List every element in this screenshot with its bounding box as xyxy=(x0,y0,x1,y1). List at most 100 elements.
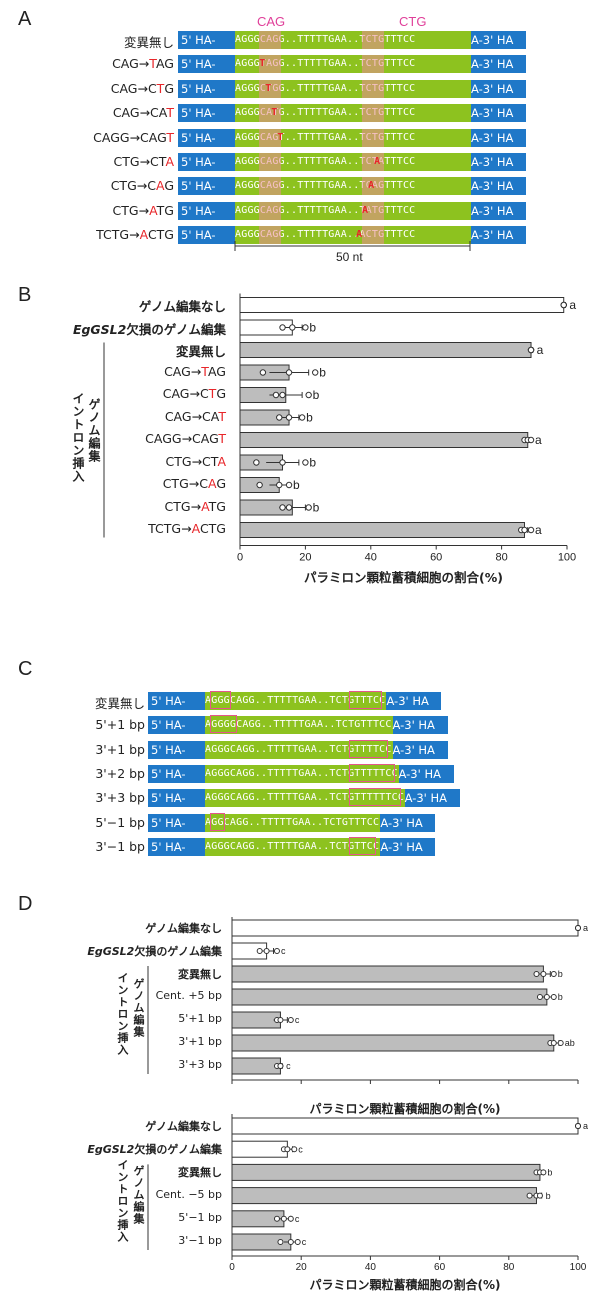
scale-bar-label: 50 nt xyxy=(336,250,363,264)
intron-sequence: AGGCAGG..TTTTTGAA..TCTGTTTCC xyxy=(205,813,381,832)
seq-row: 5' HA- AGGGTAGG..TTTTTGAA..TCTGTTTCC T A-3'… xyxy=(178,55,526,74)
label-text: TCTG→ xyxy=(148,521,192,536)
cag-highlight xyxy=(259,177,282,196)
label-mutation: T xyxy=(149,56,156,72)
label-text: CTG xyxy=(199,521,226,536)
three-prime-box xyxy=(349,788,401,807)
data-point xyxy=(575,1123,581,1129)
label-text: CAGG→CAG xyxy=(93,129,167,145)
bar xyxy=(231,965,544,983)
seq-row: 5' HA- AGGGCAGG..TTTTTGAA..TCTGTTTTTCC A-3… xyxy=(148,763,454,783)
panel-d-letter: D xyxy=(18,893,33,915)
intron-group-label-line1: イントロン挿入 xyxy=(71,392,85,483)
intron-sequence: AGGGCAGT..TTTTTGAA..TCTGTTTCC xyxy=(235,128,471,147)
label-text: TG xyxy=(156,202,174,218)
right-homology-arm: A-3' HA xyxy=(380,837,436,856)
data-point xyxy=(527,346,535,354)
label-text: CAG→ xyxy=(112,56,150,72)
category-label: 変異無し xyxy=(176,341,226,360)
data-point xyxy=(575,925,581,931)
data-point xyxy=(284,1146,291,1153)
category-label: 3'+1 bp xyxy=(178,1035,222,1048)
label-text: G xyxy=(216,386,226,401)
label-text: Cent. +5 bp xyxy=(155,989,222,1003)
seq-row-label: 変異無し xyxy=(94,696,145,711)
three-prime-box xyxy=(349,739,389,758)
data-point xyxy=(259,369,267,376)
cag-highlight xyxy=(259,104,282,123)
ctg-highlight xyxy=(362,201,385,220)
cag-highlight xyxy=(259,31,282,49)
label-mutation: T xyxy=(218,408,226,424)
five-prime-box xyxy=(210,812,226,831)
mutation-marker: A xyxy=(362,204,369,216)
data-point xyxy=(256,481,263,489)
ctg-highlight xyxy=(362,79,385,98)
cag-top-label: CAG xyxy=(257,14,286,29)
data-point xyxy=(527,526,535,534)
right-homology-arm: A-3' HA xyxy=(392,740,448,759)
intron-sequence: AGGGGCAGG..TTTTTGAA..TCTGTTTCC xyxy=(205,716,393,735)
seq-row: 5' HA- AGGGCAGG..TTTTTGAA..TCTGTTTTTTCC A-… xyxy=(148,788,460,808)
data-point xyxy=(285,414,293,421)
ctg-highlight xyxy=(362,153,385,171)
mutation-marker: T xyxy=(259,58,266,70)
label-text: G xyxy=(216,476,226,491)
significance-letter: b xyxy=(558,969,563,979)
right-homology-arm: A-3' HA xyxy=(471,177,526,196)
seq-row: 5' HA- AGGGCAGG..TTTTTGAA..TCTGTTCC A-3' H… xyxy=(148,836,436,856)
right-homology-arm: A-3' HA xyxy=(471,128,526,147)
significance-letter: b xyxy=(293,478,300,492)
significance-letter: c xyxy=(295,1214,300,1224)
left-homology-arm: 5' HA- xyxy=(178,55,238,74)
data-point xyxy=(526,1192,533,1199)
data-point xyxy=(272,391,280,399)
seq-row: 5' HA- AGGGCAGG..TTTTTGAA..TCTGTTTCC A-3' … xyxy=(178,31,526,49)
intron-group-label-line1: イントロン挿入 xyxy=(116,1159,129,1244)
label-mutation: A xyxy=(165,154,174,169)
right-homology-arm: A-3' HA xyxy=(386,692,442,710)
bar xyxy=(231,1117,579,1135)
seq-row-label: 3'+2 bp xyxy=(95,765,145,781)
intron-sequence: AGGGCAGG..TTTTTGAA..TCTGTTTCC xyxy=(205,692,387,710)
cag-highlight xyxy=(259,55,282,74)
data-point xyxy=(536,994,543,1000)
data-point xyxy=(557,1040,564,1046)
label-mutation: A xyxy=(139,227,148,243)
label-text: CAG→ xyxy=(164,363,202,379)
label-text: CAG→C xyxy=(162,386,209,401)
significance-letter: c xyxy=(298,1144,303,1154)
left-homology-arm: 5' HA- xyxy=(178,153,238,171)
significance-letter: a xyxy=(583,1121,588,1131)
mutation-marker: A xyxy=(368,180,375,192)
label-text: ゲノム編集なし xyxy=(145,922,222,936)
intron-sequence: AGGGCAGG..TTTTTGAA..TATGTTTCC xyxy=(235,201,471,220)
seq-row: 5' HA- AGGGCAGG..TTTTTGAA..TCTGTTTTCC A-3'… xyxy=(148,739,448,759)
x-tick-label: 80 xyxy=(503,1262,515,1273)
label-text: AG xyxy=(207,363,226,379)
significance-letter: a xyxy=(569,298,576,312)
intron-sequence: AGGGCAGG..TTTTTGAA..TCTGTTTTTTCC xyxy=(205,789,405,808)
ctg-highlight xyxy=(362,177,385,196)
label-text: CAGG→CAG xyxy=(145,431,219,446)
category-label: 5'−1 bp xyxy=(178,1211,222,1224)
three-prime-box xyxy=(349,691,383,709)
data-point xyxy=(277,1239,284,1245)
label-text: CAG→CA xyxy=(112,105,167,121)
data-point xyxy=(279,324,286,331)
right-homology-arm: A-3' HA xyxy=(471,104,526,123)
label-mutation: T xyxy=(208,386,217,401)
right-homology-arm: A-3' HA xyxy=(471,79,526,98)
seq-row-label: CAG→TAG xyxy=(112,56,174,71)
label-text: CTG→ xyxy=(112,202,150,218)
x-axis-title: パラミロン顆粒蓄積細胞の割合(%) xyxy=(304,569,503,585)
category-label: Cent. −5 bp xyxy=(156,1188,222,1201)
left-homology-arm: 5' HA- xyxy=(178,104,238,123)
data-point xyxy=(305,504,312,511)
category-label: TCTG→ACTG xyxy=(148,521,226,536)
significance-letter: a xyxy=(535,523,542,537)
label-text: 3'+1 bp xyxy=(178,1035,222,1049)
category-label: CAG→TAG xyxy=(164,364,226,379)
label-text: G xyxy=(164,178,174,194)
left-homology-arm: 5' HA- xyxy=(148,764,208,783)
